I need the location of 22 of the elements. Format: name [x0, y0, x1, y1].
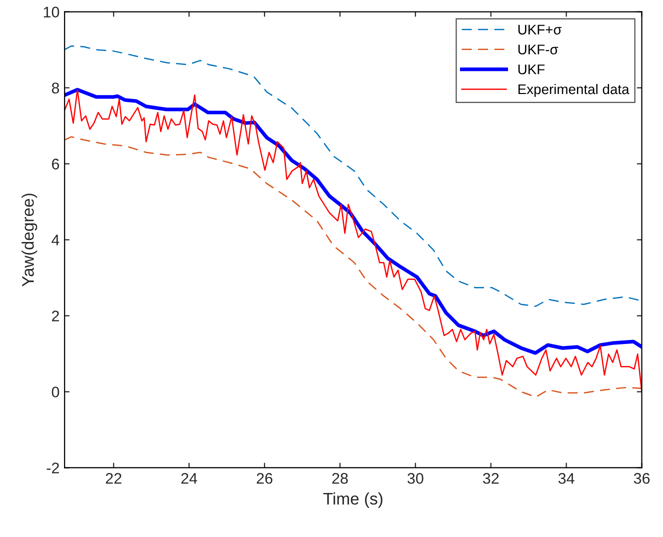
legend-label: UKF-σ: [518, 44, 558, 54]
y-tick-label: 0: [52, 386, 60, 398]
legend-label: UKF+σ: [518, 24, 562, 35]
y-tick-label: 8: [52, 82, 60, 94]
legend-label: UKF: [518, 64, 545, 74]
x-tick-label: 24: [181, 472, 198, 484]
x-axis-title: Time (s): [323, 492, 382, 508]
y-tick-label: 10: [44, 6, 60, 18]
y-tick-label: 2: [52, 310, 59, 322]
x-tick-label: 34: [558, 472, 574, 484]
line-series: [64, 136, 642, 398]
y-tick-label: 4: [52, 234, 60, 246]
y-tick-label: -2: [46, 462, 59, 474]
x-tick-label: 22: [106, 472, 122, 484]
legend-label: Experimental data: [518, 84, 630, 97]
x-tick-label: 28: [332, 472, 348, 484]
y-tick-label: 6: [52, 158, 60, 170]
x-tick-label: 32: [482, 472, 499, 484]
x-tick-label: 26: [256, 472, 272, 484]
y-axis-title: Yaw(degree): [22, 194, 38, 286]
x-tick-label: 30: [408, 472, 424, 484]
x-tick-label: 36: [634, 472, 650, 484]
